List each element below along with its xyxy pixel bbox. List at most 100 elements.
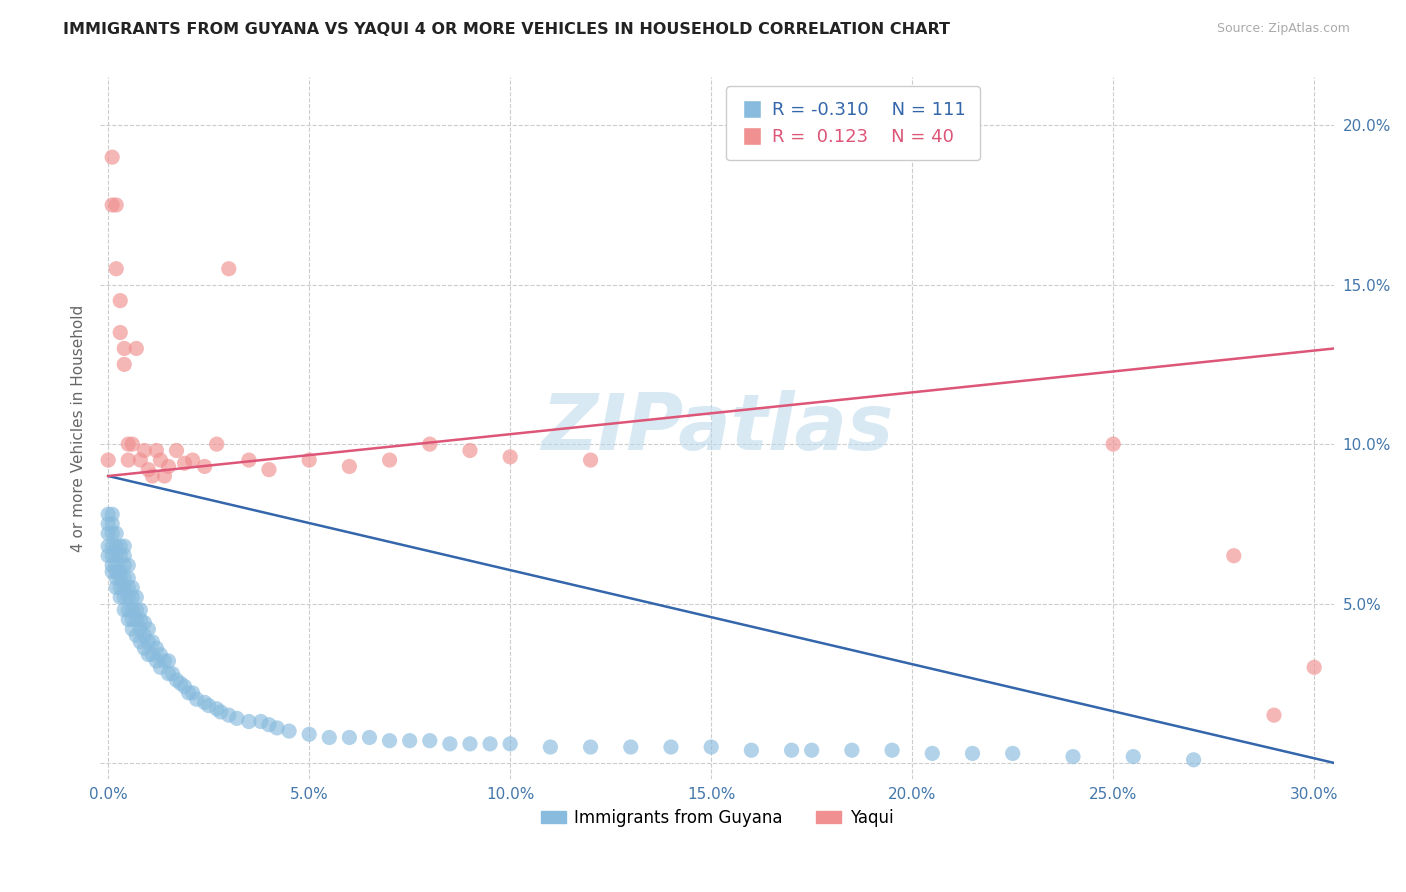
Point bbox=[110, 590, 132, 604]
Point bbox=[105, 539, 128, 553]
Point bbox=[117, 581, 139, 595]
Point bbox=[134, 443, 156, 458]
Point bbox=[105, 549, 128, 563]
Point bbox=[105, 198, 128, 212]
Point bbox=[129, 603, 152, 617]
Point bbox=[125, 590, 148, 604]
Point bbox=[398, 733, 420, 747]
Point bbox=[112, 549, 135, 563]
Point bbox=[921, 747, 943, 761]
Point bbox=[112, 603, 135, 617]
Point bbox=[169, 676, 191, 690]
Point bbox=[129, 612, 152, 626]
Point bbox=[166, 443, 188, 458]
Point bbox=[117, 437, 139, 451]
Point bbox=[101, 526, 124, 541]
Point bbox=[105, 565, 128, 579]
Point bbox=[134, 615, 156, 630]
Point bbox=[209, 705, 232, 719]
Point bbox=[181, 453, 204, 467]
Point bbox=[112, 558, 135, 573]
Point bbox=[337, 459, 360, 474]
Point bbox=[145, 641, 167, 656]
Point bbox=[177, 686, 200, 700]
Point bbox=[1223, 549, 1246, 563]
Point bbox=[173, 456, 195, 470]
Point bbox=[257, 717, 280, 731]
Point bbox=[121, 603, 143, 617]
Point bbox=[121, 581, 143, 595]
Point bbox=[110, 581, 132, 595]
Point bbox=[257, 462, 280, 476]
Point bbox=[880, 743, 903, 757]
Point bbox=[101, 508, 124, 522]
Point bbox=[121, 622, 143, 636]
Point bbox=[97, 516, 120, 531]
Point bbox=[337, 731, 360, 745]
Point bbox=[134, 628, 156, 642]
Point bbox=[499, 737, 522, 751]
Text: ZIPatlas: ZIPatlas bbox=[541, 390, 893, 467]
Point bbox=[1263, 708, 1285, 723]
Legend: Immigrants from Guyana, Yaqui: Immigrants from Guyana, Yaqui bbox=[534, 803, 900, 834]
Point bbox=[112, 581, 135, 595]
Point bbox=[101, 539, 124, 553]
Point bbox=[298, 727, 321, 741]
Point bbox=[378, 453, 401, 467]
Point bbox=[97, 453, 120, 467]
Point bbox=[134, 641, 156, 656]
Point bbox=[181, 686, 204, 700]
Y-axis label: 4 or more Vehicles in Household: 4 or more Vehicles in Household bbox=[72, 304, 86, 552]
Point bbox=[1102, 437, 1125, 451]
Point bbox=[1001, 747, 1024, 761]
Text: IMMIGRANTS FROM GUYANA VS YAQUI 4 OR MORE VEHICLES IN HOUSEHOLD CORRELATION CHAR: IMMIGRANTS FROM GUYANA VS YAQUI 4 OR MOR… bbox=[63, 22, 950, 37]
Point bbox=[112, 358, 135, 372]
Point bbox=[101, 558, 124, 573]
Point bbox=[138, 635, 160, 649]
Point bbox=[125, 628, 148, 642]
Point bbox=[117, 571, 139, 585]
Point bbox=[101, 516, 124, 531]
Point bbox=[129, 453, 152, 467]
Point bbox=[157, 459, 180, 474]
Point bbox=[112, 342, 135, 356]
Point bbox=[238, 453, 260, 467]
Point bbox=[197, 698, 219, 713]
Point bbox=[439, 737, 461, 751]
Point bbox=[138, 462, 160, 476]
Point bbox=[1122, 749, 1144, 764]
Point bbox=[112, 590, 135, 604]
Point bbox=[141, 469, 163, 483]
Point bbox=[579, 453, 602, 467]
Point bbox=[112, 539, 135, 553]
Point bbox=[841, 743, 863, 757]
Point bbox=[278, 724, 301, 739]
Point bbox=[579, 739, 602, 754]
Point bbox=[499, 450, 522, 464]
Point bbox=[101, 565, 124, 579]
Point bbox=[117, 590, 139, 604]
Point bbox=[186, 692, 208, 706]
Point bbox=[359, 731, 381, 745]
Point bbox=[110, 539, 132, 553]
Point bbox=[194, 459, 217, 474]
Point bbox=[125, 612, 148, 626]
Point bbox=[117, 453, 139, 467]
Point bbox=[238, 714, 260, 729]
Point bbox=[225, 711, 247, 725]
Point bbox=[105, 558, 128, 573]
Point bbox=[218, 261, 240, 276]
Point bbox=[121, 590, 143, 604]
Point bbox=[105, 526, 128, 541]
Point bbox=[962, 747, 984, 761]
Point bbox=[419, 733, 441, 747]
Point bbox=[700, 739, 723, 754]
Point bbox=[101, 549, 124, 563]
Point bbox=[266, 721, 288, 735]
Point bbox=[129, 635, 152, 649]
Point bbox=[378, 733, 401, 747]
Point bbox=[149, 453, 172, 467]
Point bbox=[112, 571, 135, 585]
Point bbox=[800, 743, 823, 757]
Point bbox=[105, 571, 128, 585]
